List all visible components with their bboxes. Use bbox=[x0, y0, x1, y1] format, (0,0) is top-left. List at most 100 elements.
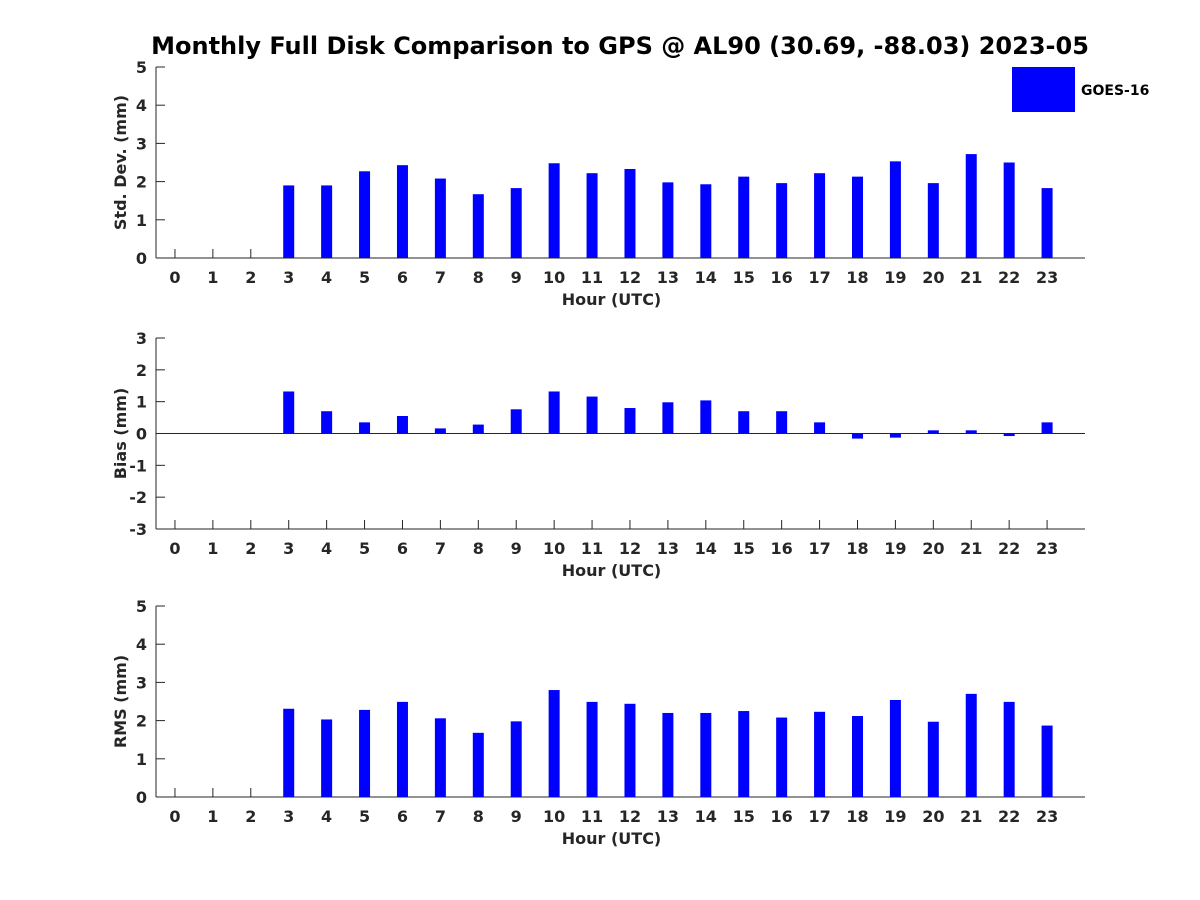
bar bbox=[586, 701, 598, 797]
x-tick-label: 4 bbox=[321, 268, 332, 287]
x-tick-label: 10 bbox=[543, 539, 565, 558]
bar bbox=[359, 422, 371, 434]
bar bbox=[1003, 701, 1015, 797]
bar bbox=[510, 721, 522, 797]
y-tick-label: 5 bbox=[136, 597, 147, 616]
x-tick-label: 5 bbox=[359, 807, 370, 826]
legend-label: GOES-16 bbox=[1081, 83, 1149, 99]
y-tick-label: 0 bbox=[136, 425, 147, 444]
bar bbox=[359, 171, 371, 258]
x-tick-label: 19 bbox=[884, 807, 906, 826]
bar bbox=[700, 184, 712, 258]
x-tick-label: 6 bbox=[397, 268, 408, 287]
x-tick-label: 20 bbox=[922, 268, 944, 287]
x-tick-label: 18 bbox=[846, 807, 868, 826]
bar bbox=[624, 408, 636, 434]
bar bbox=[624, 703, 636, 797]
bar bbox=[738, 176, 750, 258]
bar bbox=[776, 183, 788, 258]
x-tick-label: 2 bbox=[245, 539, 256, 558]
bar bbox=[851, 716, 863, 797]
x-axis-label: Hour (UTC) bbox=[562, 561, 662, 580]
x-tick-label: 17 bbox=[808, 268, 830, 287]
x-tick-label: 13 bbox=[657, 539, 679, 558]
bar bbox=[927, 721, 939, 797]
x-tick-label: 21 bbox=[960, 539, 982, 558]
x-tick-label: 23 bbox=[1036, 539, 1058, 558]
x-tick-label: 16 bbox=[771, 268, 793, 287]
bar bbox=[814, 422, 826, 434]
bar bbox=[283, 391, 295, 434]
x-tick-label: 1 bbox=[207, 268, 218, 287]
y-tick-label: 2 bbox=[136, 712, 147, 731]
x-tick-label: 15 bbox=[733, 539, 755, 558]
x-tick-label: 18 bbox=[846, 268, 868, 287]
x-tick-label: 7 bbox=[435, 268, 446, 287]
bar bbox=[396, 415, 408, 434]
x-tick-label: 9 bbox=[511, 539, 522, 558]
x-tick-label: 14 bbox=[695, 539, 717, 558]
bar bbox=[548, 391, 560, 434]
y-tick-label: 0 bbox=[136, 249, 147, 268]
bar bbox=[1041, 188, 1053, 258]
y-tick-label: 1 bbox=[136, 393, 147, 412]
bar bbox=[359, 709, 371, 797]
x-tick-label: 13 bbox=[657, 268, 679, 287]
bar bbox=[283, 185, 295, 258]
x-tick-label: 14 bbox=[695, 807, 717, 826]
bar bbox=[510, 188, 522, 258]
y-tick-label: -3 bbox=[129, 520, 147, 539]
bar bbox=[1003, 433, 1015, 437]
y-tick-label: 1 bbox=[136, 750, 147, 769]
x-tick-label: 8 bbox=[473, 807, 484, 826]
x-tick-label: 15 bbox=[733, 807, 755, 826]
x-tick-label: 2 bbox=[245, 807, 256, 826]
bar bbox=[548, 690, 560, 797]
x-tick-label: 12 bbox=[619, 268, 641, 287]
y-tick-label: -2 bbox=[129, 488, 147, 507]
bar bbox=[700, 712, 712, 797]
x-tick-label: 12 bbox=[619, 539, 641, 558]
y-tick-label: -1 bbox=[129, 456, 147, 475]
x-tick-label: 6 bbox=[397, 539, 408, 558]
bar bbox=[434, 718, 446, 797]
x-tick-label: 9 bbox=[511, 807, 522, 826]
y-tick-label: 5 bbox=[136, 58, 147, 77]
bar bbox=[662, 182, 674, 258]
bar bbox=[700, 400, 712, 434]
x-tick-label: 13 bbox=[657, 807, 679, 826]
x-tick-label: 22 bbox=[998, 268, 1020, 287]
x-tick-label: 16 bbox=[771, 807, 793, 826]
x-tick-label: 3 bbox=[283, 539, 294, 558]
x-tick-label: 9 bbox=[511, 268, 522, 287]
bar bbox=[776, 411, 788, 434]
bar bbox=[889, 433, 901, 438]
x-tick-label: 1 bbox=[207, 807, 218, 826]
y-tick-label: 2 bbox=[136, 361, 147, 380]
bar bbox=[814, 711, 826, 797]
x-tick-label: 5 bbox=[359, 268, 370, 287]
bar bbox=[321, 719, 333, 797]
bar bbox=[738, 711, 750, 797]
bar bbox=[283, 708, 295, 797]
y-axis-label: Bias (mm) bbox=[111, 388, 130, 480]
bar bbox=[472, 194, 484, 258]
x-tick-label: 0 bbox=[169, 807, 180, 826]
x-tick-label: 22 bbox=[998, 807, 1020, 826]
x-tick-label: 5 bbox=[359, 539, 370, 558]
bar bbox=[738, 411, 750, 434]
bar bbox=[396, 701, 408, 797]
x-tick-label: 16 bbox=[771, 539, 793, 558]
x-tick-label: 7 bbox=[435, 807, 446, 826]
x-tick-label: 10 bbox=[543, 807, 565, 826]
x-tick-label: 23 bbox=[1036, 807, 1058, 826]
bar bbox=[889, 161, 901, 258]
y-tick-label: 0 bbox=[136, 788, 147, 807]
bar bbox=[814, 173, 826, 258]
x-tick-label: 20 bbox=[922, 807, 944, 826]
bar bbox=[321, 411, 333, 434]
x-tick-label: 15 bbox=[733, 268, 755, 287]
x-tick-label: 22 bbox=[998, 539, 1020, 558]
